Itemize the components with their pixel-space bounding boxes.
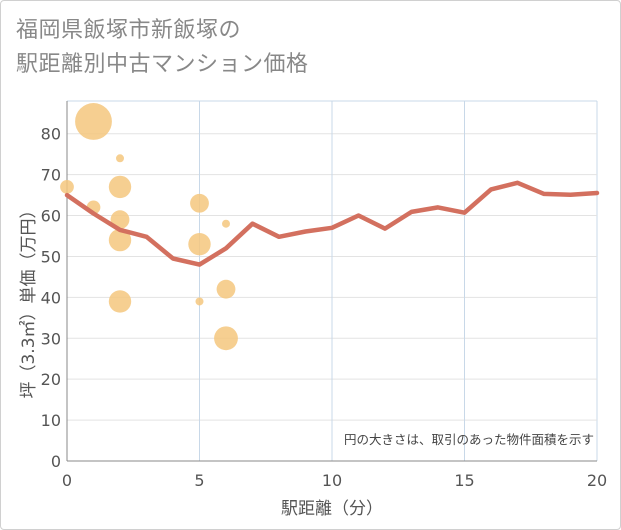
- bubble-point: [116, 154, 124, 163]
- y-tick-label: 30: [41, 329, 61, 348]
- x-tick-label: 10: [322, 471, 342, 490]
- y-tick-label: 70: [41, 166, 61, 185]
- label-layer: 駅距離（分） 坪（3.3㎡）単価（万円） 円の大きさは、取引のあった物件面積を示…: [19, 201, 594, 519]
- bubble-point: [222, 219, 230, 228]
- bubble-point: [195, 297, 204, 306]
- x-axis-label: 駅距離（分）: [281, 499, 383, 519]
- grid-layer: [67, 100, 598, 461]
- y-tick-label: 40: [41, 288, 61, 307]
- bubble-point: [188, 232, 211, 256]
- x-tick-label: 5: [194, 471, 204, 490]
- chart-title-line1: 福岡県飯塚市新飯塚の: [16, 18, 242, 43]
- bubble-point: [110, 210, 130, 230]
- chart-title-line2: 駅距離別中古マンション価格: [16, 52, 309, 77]
- y-tick-label: 50: [41, 247, 61, 266]
- bubble-point: [108, 290, 132, 313]
- bubble-point: [190, 193, 209, 213]
- bubble-point: [60, 180, 74, 194]
- bubble-point: [108, 228, 132, 252]
- y-axis-label: 坪（3.3㎡）単価（万円）: [19, 201, 39, 398]
- bubble-point: [75, 103, 112, 140]
- axes-layer: 0 10 20 30 40 50 60 70 80 0 5 10 15 20: [41, 101, 607, 490]
- average-price-line: [64, 180, 600, 267]
- y-tick-label: 20: [41, 370, 61, 389]
- bubble-point: [216, 279, 236, 299]
- x-tick-label: 20: [587, 471, 607, 490]
- bubble-layer: [60, 103, 238, 351]
- line-layer: [64, 180, 600, 267]
- y-tick-label: 0: [51, 452, 61, 471]
- bubble-point: [214, 326, 238, 351]
- y-tick-label: 60: [41, 207, 61, 226]
- chart-title: 福岡県飯塚市新飯塚の 駅距離別中古マンション価格: [16, 14, 309, 82]
- y-tick-label: 10: [41, 411, 61, 430]
- x-tick-label: 0: [62, 471, 72, 490]
- y-tick-label: 80: [41, 125, 61, 144]
- bubble-point: [108, 175, 132, 199]
- x-tick-label: 15: [454, 471, 474, 490]
- chart-note: 円の大きさは、取引のあった物件面積を示す: [344, 432, 594, 447]
